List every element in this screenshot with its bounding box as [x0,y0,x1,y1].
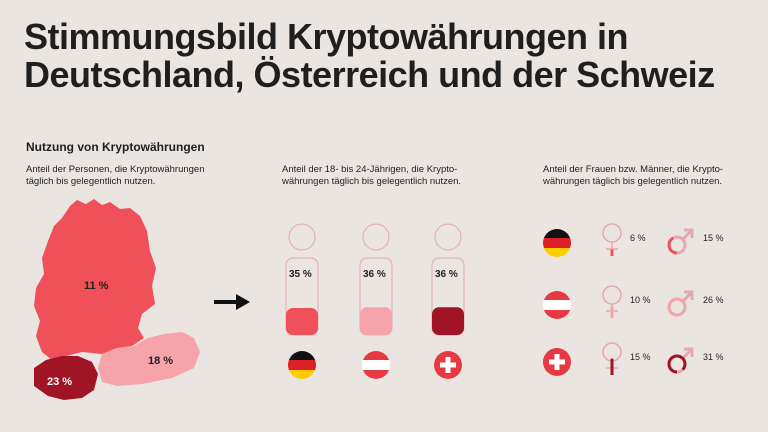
female-fill [610,358,614,375]
person-icon [359,223,393,336]
arrow-right-icon [214,294,250,310]
person-value-label: 35 % [289,269,312,280]
person-figure: 36 % [356,222,396,379]
person-value-label: 36 % [435,269,458,280]
map-label-austria: 18 % [148,355,174,367]
map-label-germany: 11 % [84,280,109,292]
map-switzerland [34,356,98,400]
dach-map [34,199,200,400]
panel3-desc-line2: währungen täglich bis gelegentlich nutze… [543,176,723,187]
person-icon [285,223,319,336]
male-fill [667,354,687,374]
title-line-1: Stimmungsbild Kryptowährungen in [24,16,629,57]
women-value-label: 10 % [630,295,651,305]
panel1-desc-line1: Anteil der Personen, die Kryptowährungen [26,164,205,175]
female-icon [602,342,622,375]
male-icon [667,290,694,317]
male-fill [667,297,687,317]
panel2-description: Anteil der 18- bis 24-Jährigen, die Kryp… [282,164,502,188]
panel1-desc-line2: täglich bis gelegentlich nutzen. [26,176,156,187]
men-value-label: 31 % [703,352,724,362]
flag-austria-icon [362,351,390,379]
female-icon [602,285,622,318]
panel1-description: Anteil der Personen, die Kryptowährungen… [26,164,246,188]
panel2-desc-line1: Anteil der 18- bis 24-Jährigen, die Kryp… [282,164,458,175]
map-austria [98,332,200,386]
panel2-desc-line2: währungen täglich bis gelegentlich nutze… [282,176,462,187]
flag-germany-icon [288,351,316,379]
flag-switzerland-icon [434,351,462,379]
person-fill-bar [360,307,392,335]
person-figure: 36 % [428,222,468,379]
female-icon [602,223,622,256]
person-value-label: 36 % [363,269,386,280]
map-germany [34,199,156,360]
panel3-desc-line1: Anteil der Frauen bzw. Männer, die Krypt… [543,164,724,175]
women-value-label: 15 % [630,352,651,362]
person-fill-bar [432,307,464,335]
female-fill [610,307,614,318]
women-value-label: 6 % [630,233,646,243]
men-value-label: 26 % [703,295,724,305]
men-value-label: 15 % [703,233,724,243]
section-title: Nutzung von Kryptowährungen [26,140,205,154]
male-icon [667,228,694,255]
person-icon [431,223,465,336]
flag-germany-icon [543,229,571,257]
page-title: Stimmungsbild Kryptowährungen in Deutsch… [24,18,744,94]
flag-austria-icon [543,291,571,319]
panel3-description: Anteil der Frauen bzw. Männer, die Krypt… [543,164,763,188]
title-line-2: Deutschland, Österreich und der Schweiz [24,54,715,95]
person-fill-bar [286,308,318,335]
flag-switzerland-icon [543,348,571,376]
person-figure: 35 % [282,222,322,379]
male-fill [667,235,687,255]
map-label-switzerland: 23 % [47,376,73,388]
male-icon [667,347,694,374]
female-fill [610,249,614,256]
